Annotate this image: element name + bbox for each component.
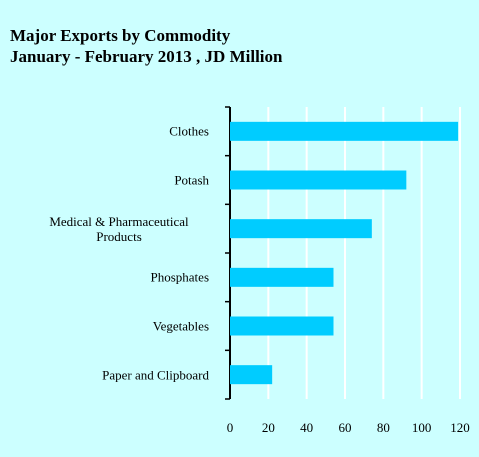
y-category: Clothes — [169, 124, 209, 139]
chart-title: Major Exports by Commodity — [10, 26, 231, 45]
y-tick-label: Potash — [174, 172, 209, 188]
y-category: Paper and Clipboard — [102, 367, 209, 382]
x-tick-label: 40 — [300, 420, 313, 435]
x-tick-label: 20 — [262, 420, 275, 435]
y-tick-label: Vegetables — [152, 318, 209, 334]
y-category: Potash — [174, 173, 209, 188]
bar — [230, 316, 334, 336]
bar — [230, 170, 407, 190]
y-category: Vegetables — [153, 319, 209, 334]
y-tick-label: Phosphates — [150, 269, 210, 285]
y-tick-label: Clothes — [169, 123, 209, 139]
y-tick-label: Paper and Clipboard — [102, 367, 209, 383]
y-category: Phosphates — [151, 270, 210, 285]
x-tick-label: 80 — [377, 420, 390, 435]
bar — [230, 365, 273, 385]
x-tick-label: 120 — [450, 420, 470, 435]
x-tick-label: 60 — [339, 420, 352, 435]
x-tick-label: 0 — [227, 420, 234, 435]
x-tick-label: 100 — [412, 420, 432, 435]
chart-subtitle: January - February 2013 , JD Million — [10, 47, 283, 66]
bar — [230, 219, 372, 239]
y-tick-label: Medical & Pharmaceutical Products — [49, 213, 189, 244]
bar — [230, 121, 459, 141]
bar — [230, 267, 334, 287]
y-category: Medical & Pharmaceutical Products — [29, 214, 209, 244]
